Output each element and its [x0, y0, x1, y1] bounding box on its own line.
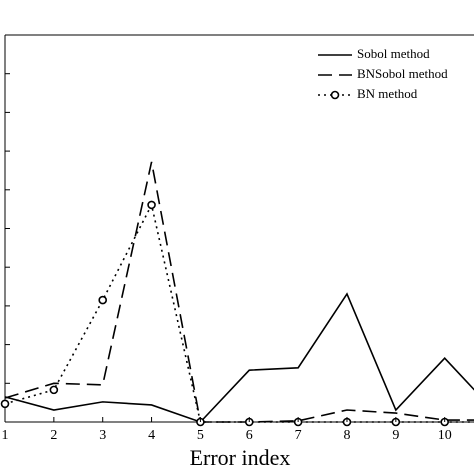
x-tick-label: 2 — [50, 428, 57, 443]
plot-area — [0, 161, 474, 427]
x-tick-label: 10 — [438, 428, 452, 443]
point — [49, 385, 59, 395]
point — [0, 399, 10, 409]
x-tick-label: 7 — [295, 428, 302, 443]
x-tick-label: 3 — [99, 428, 106, 443]
x-tick-label: 8 — [343, 428, 350, 443]
series-line — [4, 292, 474, 423]
x-tick-label: 6 — [246, 428, 253, 443]
x-tick-label: 5 — [197, 428, 204, 443]
series-line — [4, 161, 474, 423]
legend: Sobol method BNSobol method BN method — [318, 46, 448, 101]
point — [147, 200, 156, 210]
x-tick-label: 9 — [392, 428, 399, 443]
point — [98, 295, 108, 305]
legend-label: BNSobol method — [357, 66, 448, 81]
legend-marker — [330, 90, 340, 100]
x-tick-label: 4 — [148, 428, 155, 443]
series-line — [4, 202, 474, 423]
x-axis-label: Error index — [190, 445, 291, 470]
x-tick-label: 1 — [2, 428, 9, 443]
legend-label: BN method — [357, 86, 418, 101]
legend-label: Sobol method — [357, 46, 430, 61]
